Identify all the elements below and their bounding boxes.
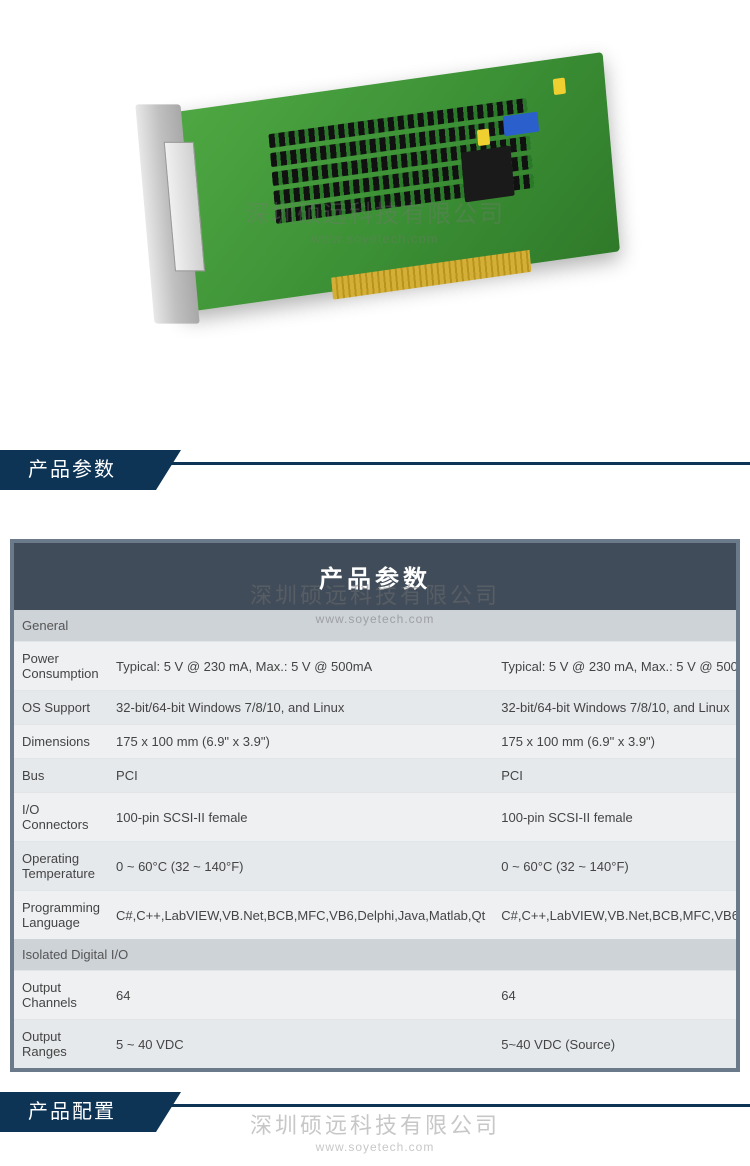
specs-panel: 产品参数 深圳硕远科技有限公司 www.soyetech.com General… bbox=[10, 539, 740, 1072]
table-row: Power ConsumptionTypical: 5 V @ 230 mA, … bbox=[14, 642, 740, 691]
spec-label: Output Channels bbox=[14, 971, 108, 1020]
spec-value: 0 ~ 60°C (32 ~ 140°F) bbox=[493, 842, 740, 891]
specs-table: General︿Power ConsumptionTypical: 5 V @ … bbox=[14, 610, 740, 1068]
specs-panel-title: 产品参数 bbox=[14, 543, 736, 610]
spec-label: Power Consumption bbox=[14, 642, 108, 691]
section-header-config-label: 产品配置 bbox=[0, 1092, 156, 1132]
table-row: Output Ranges5 ~ 40 VDC5~40 VDC (Source) bbox=[14, 1020, 740, 1069]
watermark-company: 深圳硕远科技有限公司 bbox=[250, 1108, 500, 1140]
spec-label: Dimensions bbox=[14, 725, 108, 759]
spec-value: 32-bit/64-bit Windows 7/8/10, and Linux bbox=[493, 691, 740, 725]
specs-group-header[interactable]: Isolated Digital I/O︿ bbox=[14, 939, 740, 971]
section-header-specs-label: 产品参数 bbox=[0, 450, 156, 490]
spec-value: 32-bit/64-bit Windows 7/8/10, and Linux bbox=[108, 691, 493, 725]
spec-value: PCI bbox=[493, 759, 740, 793]
spec-value: Typical: 5 V @ 230 mA, Max.: 5 V @ 500mA bbox=[493, 642, 740, 691]
spec-value: 100-pin SCSI-II female bbox=[493, 793, 740, 842]
specs-group-header[interactable]: General︿ bbox=[14, 610, 740, 642]
spec-value: 5~40 VDC (Source) bbox=[493, 1020, 740, 1069]
spec-value: 0 ~ 60°C (32 ~ 140°F) bbox=[108, 842, 493, 891]
spec-label: Output Ranges bbox=[14, 1020, 108, 1069]
spec-value: 5 ~ 40 VDC bbox=[108, 1020, 493, 1069]
spec-label: I/O Connectors bbox=[14, 793, 108, 842]
spec-value: Typical: 5 V @ 230 mA, Max.: 5 V @ 500mA bbox=[108, 642, 493, 691]
spec-value: 175 x 100 mm (6.9" x 3.9") bbox=[108, 725, 493, 759]
spec-value: 100-pin SCSI-II female bbox=[108, 793, 493, 842]
section-header-specs: 产品参数 bbox=[0, 450, 750, 504]
spec-label: Bus bbox=[14, 759, 108, 793]
spec-value: 64 bbox=[108, 971, 493, 1020]
table-row: OS Support32-bit/64-bit Windows 7/8/10, … bbox=[14, 691, 740, 725]
spec-label: Programming Language bbox=[14, 891, 108, 940]
table-row: Output Channels6464 bbox=[14, 971, 740, 1020]
section-header-config: 产品配置 深圳硕远科技有限公司 www.soyetech.com bbox=[0, 1092, 750, 1146]
spec-value: PCI bbox=[108, 759, 493, 793]
spec-value: 64 bbox=[493, 971, 740, 1020]
spec-label: Operating Temperature bbox=[14, 842, 108, 891]
watermark: 深圳硕远科技有限公司 www.soyetech.com bbox=[250, 1108, 500, 1154]
spec-value: 175 x 100 mm (6.9" x 3.9") bbox=[493, 725, 740, 759]
spec-value: C#,C++,LabVIEW,VB.Net,BCB,MFC,VB6,Delphi… bbox=[108, 891, 493, 940]
table-row: Dimensions175 x 100 mm (6.9" x 3.9")175 … bbox=[14, 725, 740, 759]
table-row: BusPCIPCI bbox=[14, 759, 740, 793]
watermark-url: www.soyetech.com bbox=[250, 1140, 500, 1154]
spec-label: OS Support bbox=[14, 691, 108, 725]
spec-value: C#,C++,LabVIEW,VB.Net,BCB,MFC,VB6,Delphi… bbox=[493, 891, 740, 940]
table-row: Programming LanguageC#,C++,LabVIEW,VB.Ne… bbox=[14, 891, 740, 940]
table-row: Operating Temperature0 ~ 60°C (32 ~ 140°… bbox=[14, 842, 740, 891]
pcb-illustration bbox=[105, 29, 645, 380]
product-image-area: 深圳硕远科技有限公司 www.soyetech.com bbox=[0, 0, 750, 440]
table-row: I/O Connectors100-pin SCSI-II female100-… bbox=[14, 793, 740, 842]
